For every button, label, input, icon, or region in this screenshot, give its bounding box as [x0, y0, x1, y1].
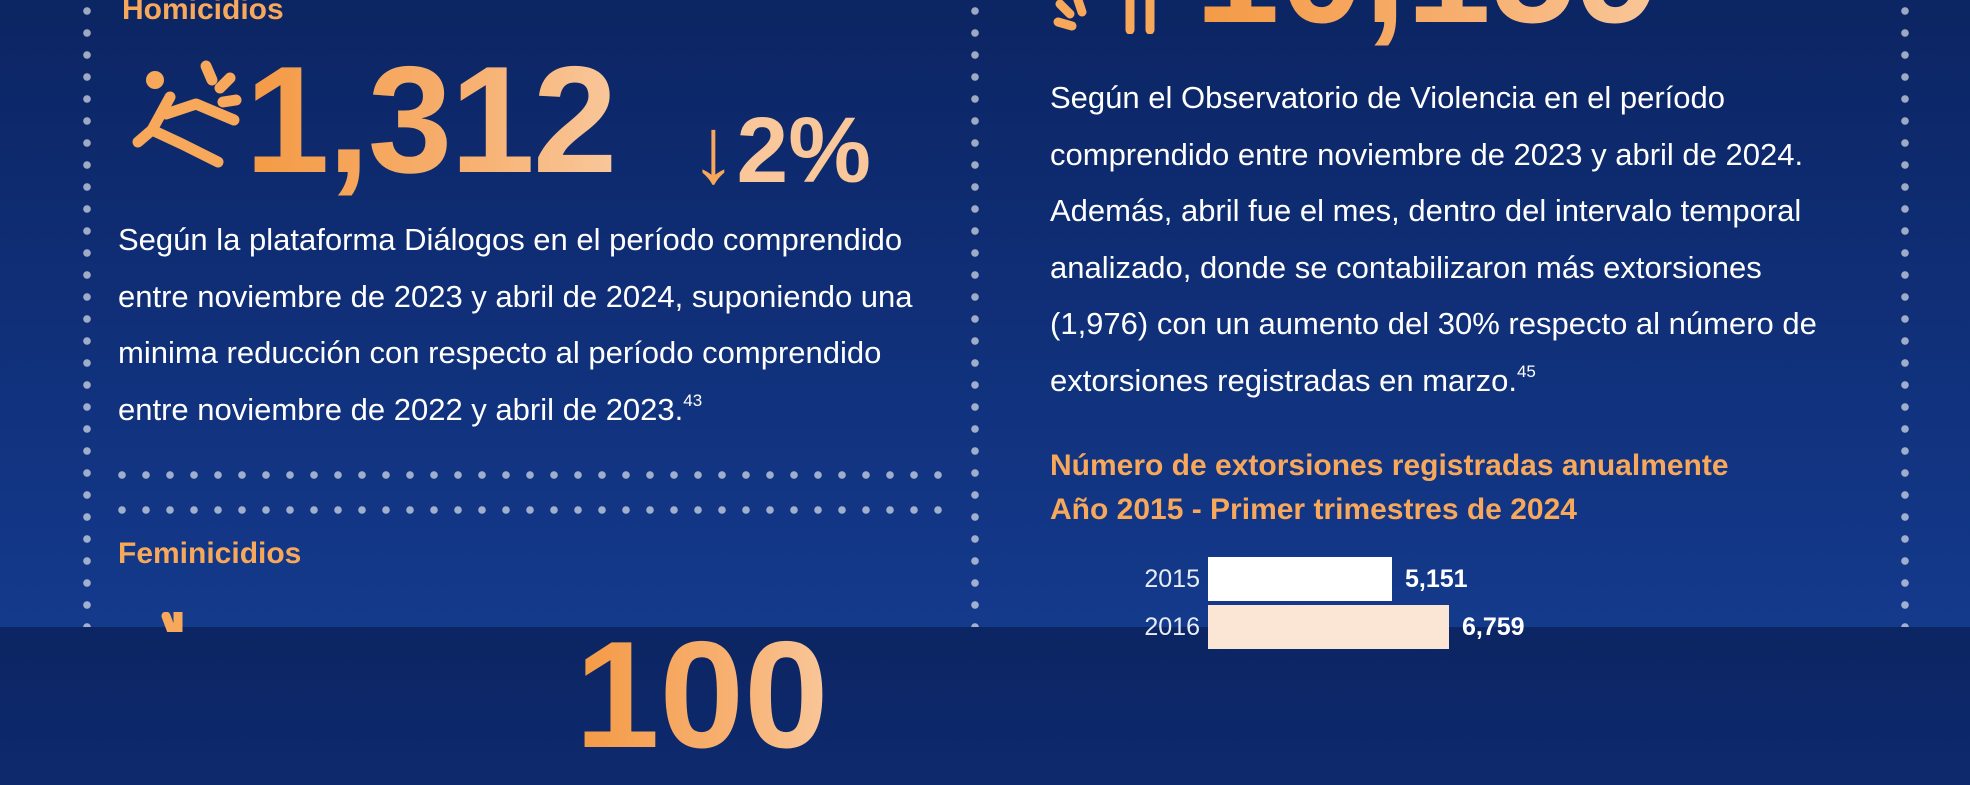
- text-line: minima reducción con respecto al período…: [118, 335, 882, 370]
- text-line: entre noviembre de 2023 y abril de 2024,…: [118, 278, 913, 314]
- homicidios-change: ↓2%: [690, 95, 871, 205]
- right-dotted-border: [1900, 0, 1910, 627]
- left-dotted-border: [82, 0, 92, 627]
- explosion-icon: [1053, 0, 1155, 34]
- text-line: (1,976) con un aumento del 30% respecto …: [1050, 306, 1817, 341]
- homicidios-change-value: 2%: [736, 98, 871, 202]
- center-dotted-divider: [970, 0, 980, 627]
- bar-2016: [1208, 605, 1449, 649]
- bar-value-label: 6,759: [1462, 612, 1525, 641]
- chart-title: Número de extorsiones registradas anualm…: [1050, 444, 1729, 532]
- homicidios-number: 1,312: [245, 30, 617, 210]
- chart-title-line-1: Número de extorsiones registradas anualm…: [1050, 449, 1729, 482]
- homicidios-description: Según la plataforma Diálogos en el perío…: [118, 212, 958, 438]
- dotted-separator-2: [110, 505, 954, 515]
- text-line: comprendido entre noviembre de 2023 y ab…: [1050, 136, 1804, 172]
- dotted-separator-1: [110, 470, 954, 480]
- text-line: entre noviembre de 2022 y abril de 2023.…: [118, 390, 703, 427]
- feminicidios-icon: [161, 612, 183, 632]
- bar-row-2016: 2016 6,759: [1120, 605, 1525, 649]
- feminicidios-number: 100: [575, 605, 829, 785]
- text-line: Además, abril fue el mes, dentro del int…: [1050, 193, 1802, 228]
- feminicidios-title: Feminicidios: [118, 537, 302, 570]
- extorsiones-number: 10,159: [1195, 0, 1660, 60]
- text-line: Según el Observatorio de Violencia en el…: [1050, 80, 1725, 115]
- homicidios-title: Homicidios: [122, 0, 284, 26]
- bar-category-label: 2015: [1144, 564, 1200, 593]
- text-line: extorsiones registradas en marzo.45: [1050, 361, 1536, 398]
- person-hit-icon: [132, 60, 242, 168]
- bar-row-2015: 2015 5,151: [1120, 557, 1468, 601]
- bar-category-label: 2016: [1144, 612, 1200, 641]
- extorsiones-description: Según el Observatorio de Violencia en el…: [1050, 70, 1875, 409]
- text-line: Según la plataforma Diálogos en el perío…: [118, 222, 903, 257]
- chart-title-line-2: Año 2015 - Primer trimestres de 2024: [1050, 493, 1577, 526]
- bar-value-label: 5,151: [1405, 564, 1468, 593]
- arrow-down-icon: ↓: [690, 98, 737, 202]
- footnote-ref: 45: [1516, 361, 1536, 381]
- bar-2015: [1208, 557, 1392, 601]
- footnote-ref: 43: [683, 390, 703, 410]
- text-line: analizado, donde se contabilizaron más e…: [1050, 249, 1762, 285]
